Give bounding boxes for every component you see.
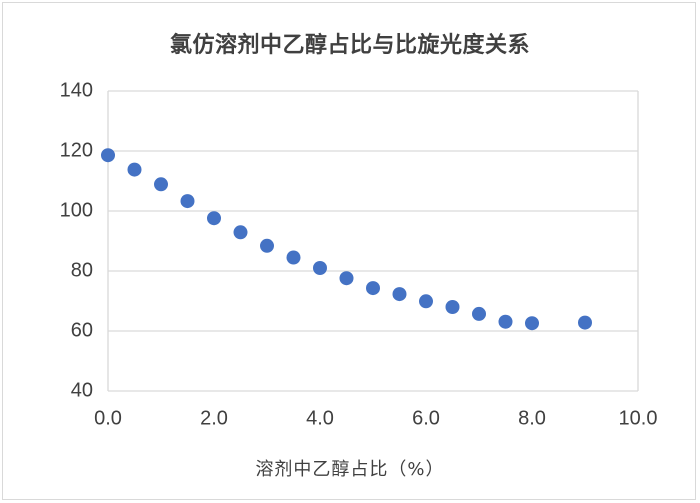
data-point (392, 287, 407, 302)
y-tick-label: 60 (71, 319, 93, 341)
data-point (419, 294, 433, 309)
gridlines (107, 90, 639, 392)
x-tick-label: 6.0 (412, 407, 440, 429)
data-point (207, 211, 221, 226)
y-tick-label: 100 (60, 199, 93, 221)
data-point (498, 314, 513, 329)
data-point (313, 261, 327, 275)
data-point (525, 316, 539, 331)
data-point (472, 306, 486, 321)
data-point (445, 300, 460, 314)
data-point (127, 162, 142, 177)
data-point (101, 148, 115, 163)
y-tick-label: 40 (71, 379, 93, 401)
x-axis-title: 溶剂中乙醇占比（%） (255, 459, 445, 480)
x-tick-label: 0.0 (94, 407, 122, 429)
data-point (180, 194, 195, 209)
data-point (366, 281, 380, 296)
y-tick-label: 120 (60, 139, 93, 161)
y-tick-label: 140 (60, 79, 93, 101)
x-tick-label: 10.0 (619, 407, 658, 429)
data-point (154, 177, 168, 192)
data-point (578, 315, 592, 330)
data-series (101, 148, 592, 331)
data-point (260, 238, 274, 253)
y-axis-ticks: 40 60 80 100 120 140 (60, 79, 93, 401)
x-tick-label: 4.0 (306, 407, 334, 429)
data-point (339, 271, 354, 286)
data-point (233, 225, 248, 240)
x-tick-label: 2.0 (200, 407, 228, 429)
y-tick-label: 80 (71, 259, 93, 281)
x-tick-label: 8.0 (518, 407, 546, 429)
x-axis-ticks: 0.0 2.0 4.0 6.0 8.0 10.0 (94, 407, 657, 429)
data-point (286, 250, 301, 265)
chart-title: 氯仿溶剂中乙醇占比与比旋光度关系 (169, 33, 530, 58)
